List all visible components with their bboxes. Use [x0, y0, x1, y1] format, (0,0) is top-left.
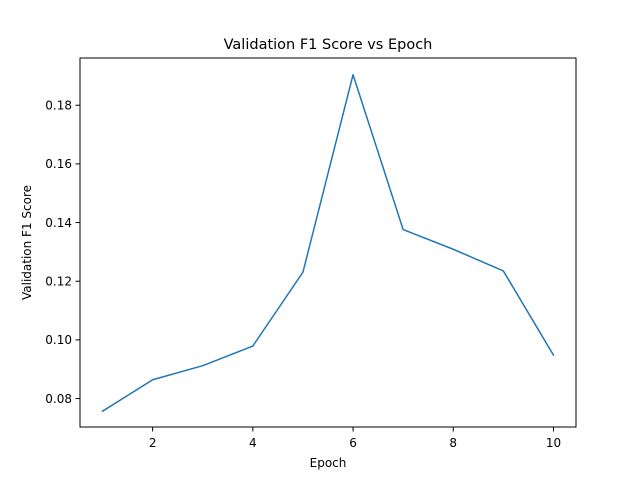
x-tick-label: 2 — [149, 436, 157, 450]
y-tick-label: 0.14 — [45, 216, 72, 230]
chart-title: Validation F1 Score vs Epoch — [224, 37, 433, 53]
y-axis: 0.08 0.10 0.12 0.14 0.16 0.18 — [45, 99, 80, 406]
y-tick-label: 0.08 — [45, 392, 72, 406]
x-tick-label: 6 — [349, 436, 357, 450]
x-tick-label: 8 — [449, 436, 457, 450]
y-axis-label: Validation F1 Score — [20, 185, 34, 300]
plot-frame — [79, 57, 577, 428]
x-axis-label: Epoch — [310, 456, 347, 470]
x-axis: 2 4 6 8 10 — [149, 427, 561, 450]
y-tick-label: 0.12 — [45, 275, 72, 289]
y-tick-label: 0.16 — [45, 157, 72, 171]
x-tick-label: 10 — [546, 436, 561, 450]
y-tick-label: 0.10 — [45, 333, 72, 347]
x-tick-label: 4 — [249, 436, 257, 450]
y-tick-label: 0.18 — [45, 99, 72, 113]
plot-area — [101, 73, 555, 413]
series-line — [101, 73, 555, 413]
